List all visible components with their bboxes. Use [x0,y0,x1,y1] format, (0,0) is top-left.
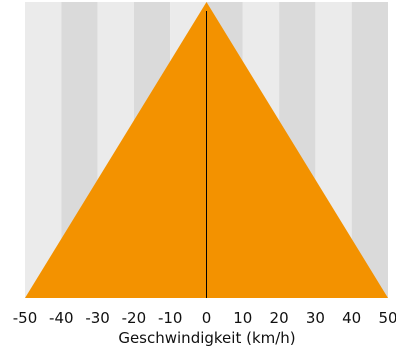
x-tick-label: 20 [270,309,289,327]
x-tick-label: 50 [378,309,396,327]
x-tick-label: -20 [122,309,147,327]
x-tick-labels: -50 -40 -30 -20 -10 0 10 20 30 40 50 [13,309,396,327]
x-axis-title: Geschwindigkeit (km/h) [118,329,295,347]
x-tick-label: 30 [306,309,325,327]
x-tick-label: 0 [202,309,212,327]
x-tick-label: 10 [233,309,252,327]
x-tick-label: -30 [85,309,110,327]
x-tick-label: -50 [13,309,38,327]
x-tick-label: -40 [49,309,74,327]
x-tick-label: 40 [342,309,361,327]
x-tick-label: -10 [158,309,183,327]
